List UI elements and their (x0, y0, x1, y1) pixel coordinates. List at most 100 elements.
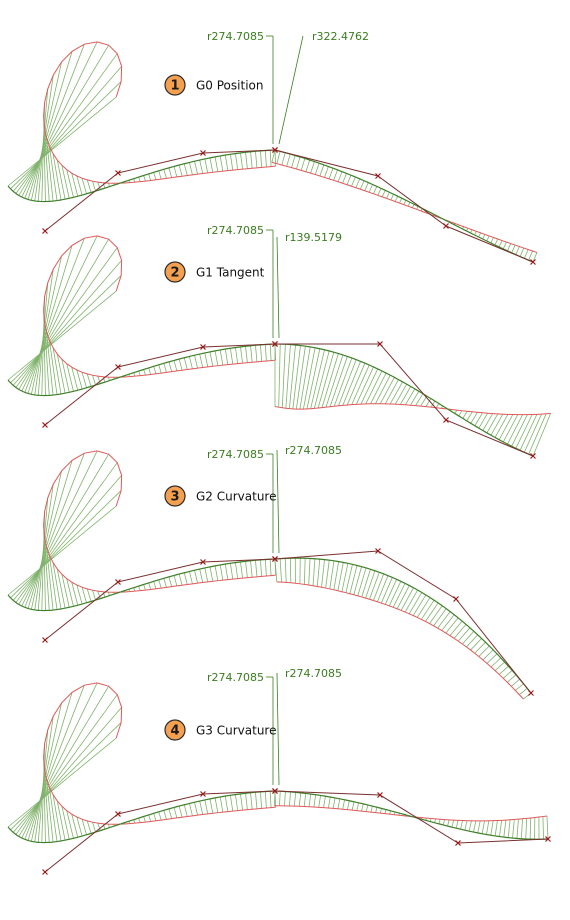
left-comb-tooth (102, 591, 106, 598)
right-comb-tooth (308, 558, 311, 586)
left-comb-tooth (7, 96, 117, 187)
right-comb-tooth (337, 562, 344, 591)
left-comb-tooth (37, 497, 49, 611)
right-comb-tooth (338, 359, 357, 406)
right-control-polygon (274, 149, 534, 263)
right-comb-tooth (329, 560, 335, 589)
right-comb-tooth (274, 558, 278, 582)
right-comb-tooth (286, 153, 291, 167)
left-comb-tooth (214, 156, 219, 172)
step-number: 2 (170, 266, 179, 281)
right-control-point[interactable] (545, 836, 551, 842)
right-control-point[interactable] (528, 690, 534, 696)
left-control-point[interactable] (115, 811, 121, 817)
right-control-point[interactable] (272, 147, 278, 153)
panel-4: r274.7085 r274.7085 4 G3 Curvature (7, 667, 551, 875)
left-comb-tooth (153, 813, 157, 821)
left-comb-tooth (30, 255, 62, 395)
right-comb-tooth (524, 413, 542, 453)
right-control-point[interactable] (377, 792, 383, 798)
right-comb-tooth (515, 683, 524, 691)
right-control-point[interactable] (443, 223, 449, 229)
right-comb-tooth (477, 820, 481, 834)
left-control-point[interactable] (42, 228, 48, 234)
left-comb-tooth (61, 165, 70, 199)
left-comb-tooth (183, 357, 188, 370)
right-comb-tooth (333, 561, 340, 590)
right-comb-tooth (482, 649, 494, 661)
right-control-point[interactable] (443, 417, 449, 423)
left-control-point[interactable] (42, 869, 48, 875)
left-comb-tooth (250, 792, 253, 810)
right-comb-tooth (511, 244, 516, 253)
left-comb-tooth (52, 153, 62, 200)
left-comb-tooth (183, 804, 188, 817)
left-comb-tooth (204, 158, 209, 173)
right-comb-tooth (525, 818, 528, 839)
left-control-point[interactable] (115, 364, 121, 370)
left-comb-tooth (48, 340, 58, 395)
right-control-point[interactable] (272, 556, 278, 562)
left-control-point[interactable] (115, 579, 121, 585)
right-comb-tooth (507, 414, 523, 445)
right-comb-tooth (507, 243, 512, 251)
right-control-point[interactable] (377, 341, 383, 347)
left-comb-tooth (264, 791, 267, 809)
left-comb-tooth (43, 309, 46, 396)
left-comb-tooth (168, 808, 173, 819)
left-control-point[interactable] (200, 150, 206, 156)
right-comb-tooth (455, 820, 459, 829)
right-comb-tooth (546, 816, 549, 840)
left-comb-tooth (168, 576, 173, 587)
right-control-point[interactable] (455, 840, 461, 846)
left-comb-tooth (15, 694, 118, 835)
right-comb-tooth (274, 790, 276, 806)
right-comb-tooth (292, 345, 301, 409)
left-comb-tooth (21, 41, 98, 198)
left-comb-tooth (24, 238, 85, 393)
left-comb-tooth (10, 81, 122, 190)
right-curve (274, 149, 534, 263)
left-comb-tooth (224, 155, 229, 171)
left-control-point[interactable] (115, 170, 121, 176)
left-control-point[interactable] (200, 559, 206, 565)
right-control-polygon (274, 550, 532, 694)
right-control-point[interactable] (272, 788, 278, 794)
right-comb-tooth (317, 352, 335, 409)
left-control-point[interactable] (42, 422, 48, 428)
left-comb-tooth (7, 737, 117, 828)
right-comb-tooth (511, 414, 528, 447)
left-comb-tooth (37, 729, 49, 843)
right-comb-tooth (394, 383, 408, 405)
right-comb-tooth (329, 356, 348, 407)
right-control-point[interactable] (530, 259, 536, 265)
left-comb-tooth (24, 44, 85, 199)
right-radius-label: r139.5179 (285, 231, 342, 244)
right-control-point[interactable] (453, 596, 459, 602)
left-comb-tooth (138, 585, 141, 591)
right-comb-tooth (474, 641, 486, 654)
left-control-point[interactable] (200, 344, 206, 350)
right-radius-leader (278, 35, 304, 145)
step-badge: 2 (164, 261, 186, 283)
right-comb-tooth (281, 344, 286, 408)
left-comb-tooth (61, 806, 70, 840)
right-comb-tooth (379, 377, 395, 404)
left-comb-tooth (178, 805, 183, 818)
right-control-point[interactable] (375, 548, 381, 554)
right-control-point[interactable] (375, 173, 381, 179)
left-comb-tooth (108, 823, 110, 828)
step-badge-circle (164, 485, 186, 507)
panel-3: r274.7085 r274.7085 3 G2 Curvature (7, 444, 534, 700)
left-comb-tooth (30, 702, 62, 842)
right-comb-tooth (346, 175, 352, 185)
right-control-point[interactable] (530, 453, 536, 459)
left-control-point[interactable] (42, 637, 48, 643)
left-comb-tooth (229, 795, 234, 812)
right-comb-tooth (369, 572, 380, 600)
right-curve (274, 557, 532, 694)
left-comb-tooth (102, 823, 106, 830)
right-comb-tooth (482, 234, 486, 240)
left-control-point[interactable] (200, 791, 206, 797)
right-control-point[interactable] (272, 341, 278, 347)
